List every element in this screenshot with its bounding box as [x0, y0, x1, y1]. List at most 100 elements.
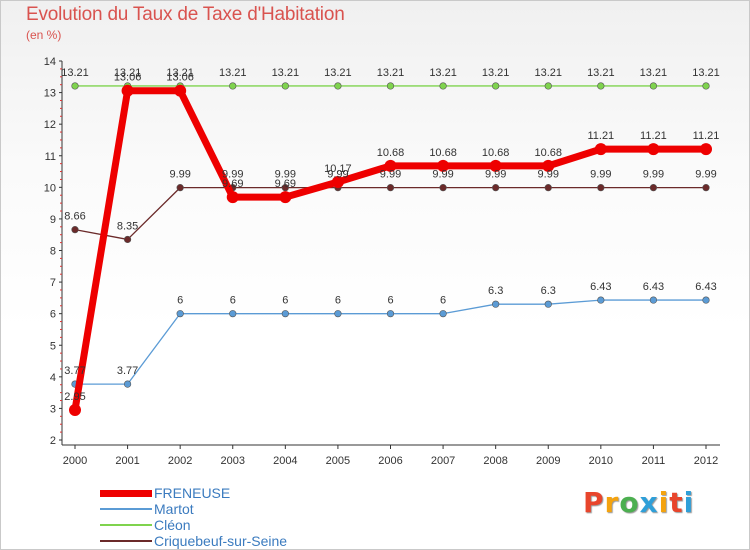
data-point [331, 175, 344, 188]
legend-item: FRENEUSE [100, 485, 287, 501]
chart-subtitle: (en %) [26, 28, 62, 42]
data-point [542, 159, 555, 172]
data-point [334, 310, 342, 318]
data-point [121, 84, 134, 97]
legend-swatch [100, 540, 152, 542]
legend-swatch [100, 524, 152, 526]
data-point [597, 296, 605, 304]
data-label: 13.21 [61, 67, 89, 79]
legend-label: Criquebeuf-sur-Seine [154, 533, 288, 549]
data-label: 9.69 [222, 178, 243, 190]
legend-item: Cléon [100, 517, 287, 533]
data-point [226, 191, 239, 204]
data-label: 9.69 [275, 178, 296, 190]
data-point [700, 143, 712, 156]
data-point [492, 184, 500, 192]
data-point [174, 84, 187, 97]
data-point [279, 191, 292, 204]
data-point [334, 82, 342, 90]
data-point [594, 143, 607, 156]
data-point [229, 82, 237, 90]
data-point [439, 310, 447, 318]
x-tick-label: 2010 [589, 455, 613, 467]
data-point [281, 184, 289, 192]
y-tick-label: 12 [44, 119, 56, 131]
data-label: 13.06 [114, 72, 142, 84]
data-label: 10.68 [482, 147, 510, 159]
data-point [492, 300, 500, 308]
data-label: 9.99 [643, 169, 664, 181]
data-label: 6 [335, 295, 341, 307]
data-point [123, 380, 132, 388]
data-point [176, 184, 184, 192]
data-label: 6 [282, 295, 288, 307]
data-point [649, 82, 658, 90]
data-point [386, 184, 395, 192]
data-label: 13.21 [166, 67, 194, 79]
data-point [489, 159, 502, 172]
data-label: 13.21 [377, 67, 405, 79]
y-tick-label: 6 [50, 309, 56, 321]
y-tick-label: 10 [44, 182, 56, 194]
x-tick-label: 2000 [63, 455, 87, 467]
data-label: 9.99 [222, 169, 243, 181]
data-label: 3.77 [64, 365, 85, 377]
data-label: 13.21 [587, 67, 615, 79]
y-tick-label: 9 [50, 214, 56, 226]
data-point [702, 82, 710, 90]
data-label: 13.21 [272, 67, 300, 79]
data-point [597, 82, 605, 90]
data-label: 6 [230, 295, 236, 307]
data-label: 6.43 [643, 281, 664, 293]
legend: FRENEUSE Martot Cléon Criquebeuf-sur-Seine [100, 485, 287, 549]
x-tick-label: 2004 [273, 455, 297, 467]
data-point [281, 310, 289, 318]
data-label: 6 [177, 295, 183, 307]
legend-label: Cléon [154, 517, 191, 533]
data-label: 6.43 [590, 281, 611, 293]
data-label: 3.77 [117, 365, 138, 377]
data-label: 13.21 [429, 67, 457, 79]
data-label: 9.99 [169, 169, 190, 181]
legend-item: Criquebeuf-sur-Seine [100, 533, 287, 549]
data-point [649, 184, 658, 192]
data-label: 8.66 [64, 211, 85, 223]
legend-label: Martot [154, 501, 194, 517]
data-label: 10.68 [377, 147, 405, 159]
data-label: 6 [387, 295, 393, 307]
data-label: 9.99 [380, 169, 401, 181]
data-label: 13.06 [166, 72, 194, 84]
data-label: 9.99 [590, 169, 611, 181]
data-point [647, 143, 660, 156]
x-tick-label: 2007 [431, 455, 455, 467]
y-tick-label: 13 [44, 88, 56, 100]
y-tick-label: 11 [45, 151, 56, 163]
data-label: 13.21 [114, 67, 142, 79]
series-line-criquebeuf-sur-seine [74, 186, 706, 241]
x-tick-label: 2012 [694, 455, 718, 467]
legend-swatch [100, 508, 152, 510]
data-point [229, 310, 237, 318]
chart-title: Evolution du Taux de Taxe d'Habitation [26, 4, 345, 25]
data-point [437, 159, 450, 172]
data-label: 13.21 [482, 67, 510, 79]
data-point [386, 310, 395, 318]
data-point [439, 184, 447, 192]
data-label: 6 [440, 295, 446, 307]
data-label: 9.99 [538, 169, 559, 181]
legend-item: Martot [100, 501, 287, 517]
data-point [702, 184, 710, 192]
data-label: 6.3 [488, 285, 503, 297]
data-label: 11.21 [640, 130, 667, 142]
data-label: 6.3 [541, 285, 556, 297]
data-label: 10.68 [429, 147, 457, 159]
data-label: 10.68 [534, 147, 562, 159]
x-tick-label: 2009 [536, 455, 560, 467]
legend-label: FRENEUSE [154, 485, 231, 501]
y-tick-label: 5 [50, 340, 56, 352]
y-tick-label: 2 [50, 435, 56, 447]
x-tick-label: 2002 [168, 455, 192, 467]
y-tick-label: 3 [50, 403, 56, 415]
data-point [544, 184, 552, 192]
